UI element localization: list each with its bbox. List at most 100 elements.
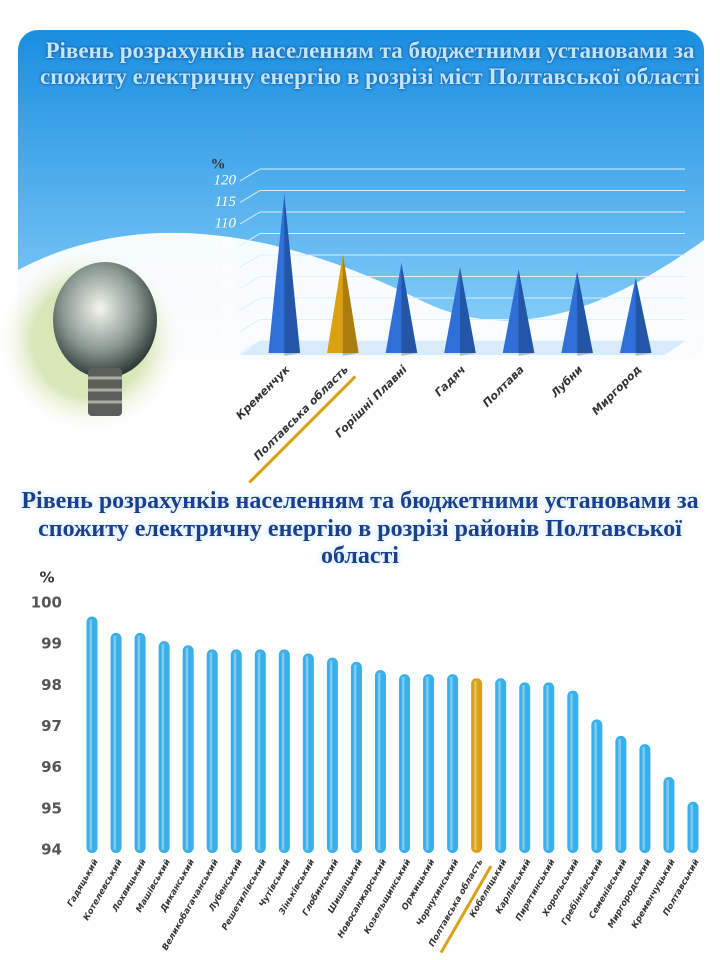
x-tick-label: Полтавська область — [251, 363, 351, 463]
pyramid-shade — [342, 254, 359, 356]
pyramid-shade — [518, 269, 535, 356]
bulb-base — [88, 368, 122, 416]
cylinder-highlight — [377, 672, 381, 850]
cylinder-highlight — [161, 644, 165, 850]
cylinder-highlight — [570, 693, 573, 850]
pyramid-shade — [401, 262, 418, 356]
cylinder-highlight — [690, 804, 693, 850]
x-tick-label: Полтава — [480, 363, 527, 410]
y-tick-label: 98 — [41, 676, 62, 694]
cylinder — [374, 669, 386, 853]
y-tick-label: 100 — [31, 594, 62, 612]
highlight-underline — [439, 865, 493, 954]
grid-line — [239, 319, 261, 332]
y-tick-label: 96 — [41, 758, 62, 776]
cylinder — [471, 678, 483, 853]
x-tick-label: Миргородський — [606, 858, 654, 930]
cylinder — [663, 777, 675, 853]
chart-title: Рівень розрахунків населенням та бюджетн… — [40, 38, 700, 90]
x-tick-label: Кременчук — [233, 363, 292, 422]
cylinder-highlight — [642, 747, 645, 850]
grid-line — [239, 254, 261, 268]
cylinder — [230, 649, 242, 853]
cylinder-highlight — [402, 677, 405, 850]
pyramid — [385, 262, 418, 353]
cylinder — [591, 719, 603, 853]
cylinder-highlight — [546, 685, 549, 850]
cylinder — [302, 653, 314, 853]
cylinder-highlight — [281, 652, 285, 850]
cylinder-highlight — [498, 681, 501, 850]
cylinder — [278, 649, 290, 853]
cylinder — [399, 674, 411, 853]
x-tick-label: Решетилівський — [219, 857, 269, 932]
chart-title: Рівень розрахунків населенням та бюджетн… — [21, 488, 699, 570]
grid-line — [239, 297, 261, 311]
y-tick-label: 100 — [214, 258, 237, 274]
pyramid — [268, 193, 301, 353]
pyramid — [327, 254, 359, 353]
cylinder — [639, 744, 651, 853]
x-tick-label: Миргород — [589, 363, 644, 418]
wave — [18, 232, 704, 360]
y-tick-label: 99 — [41, 635, 62, 653]
y-tick-label: 90 — [221, 301, 237, 317]
cylinder-highlight — [426, 677, 429, 850]
cylinder — [254, 649, 266, 853]
cylinder — [182, 645, 194, 853]
y-axis-label: % — [211, 156, 226, 172]
grid-line — [239, 190, 261, 203]
cylinder-highlight — [305, 656, 309, 850]
grid-line — [239, 276, 261, 289]
y-axis-label: % — [39, 569, 54, 587]
y-tick-label: 120 — [214, 172, 237, 188]
cylinder — [495, 678, 507, 853]
cylinder — [519, 682, 531, 853]
grid-line — [239, 211, 261, 225]
cylinder — [86, 616, 98, 853]
cylinder-highlight — [137, 635, 141, 850]
cylinder — [158, 641, 170, 853]
pyramid — [619, 277, 652, 353]
y-tick-label: 95 — [221, 280, 237, 296]
pyramid — [561, 271, 593, 353]
x-tick-label: Гадяч — [432, 363, 468, 399]
cylinder — [350, 661, 362, 853]
cylinder-highlight — [618, 738, 621, 850]
cylinder-highlight — [89, 619, 93, 850]
grid-line — [239, 340, 261, 354]
x-tick-label: Лубни — [548, 363, 586, 401]
cylinder — [615, 735, 627, 853]
pyramid-shade — [460, 267, 476, 356]
cylinder — [567, 690, 579, 853]
grid-line — [239, 233, 261, 246]
cylinder-highlight — [329, 660, 333, 850]
y-tick-label: 95 — [41, 799, 62, 817]
x-tick-label: Кременчуцький — [630, 858, 678, 931]
cylinder — [206, 649, 218, 853]
y-tick-label: 110 — [215, 215, 237, 231]
y-tick-label: 105 — [214, 237, 237, 253]
cylinder-highlight — [666, 780, 669, 850]
y-tick-label: 115 — [215, 194, 237, 210]
cylinder-highlight — [113, 635, 117, 850]
bulb-thread — [88, 376, 122, 404]
pyramid — [444, 267, 476, 353]
y-tick-label: 80 — [221, 344, 237, 360]
district-chart: %949596979899100ГадяцькийКотелевськийЛох… — [31, 569, 702, 954]
cylinder — [687, 801, 699, 853]
cylinder-highlight — [209, 652, 213, 850]
cylinder-highlight — [233, 652, 237, 850]
pyramid-shade — [577, 271, 593, 356]
y-tick-label: 97 — [41, 717, 62, 735]
cylinder-highlight — [474, 681, 477, 850]
highlight-underline — [248, 375, 357, 484]
cylinder-highlight — [450, 677, 453, 850]
cylinder — [447, 674, 459, 853]
pyramid-shade — [284, 193, 301, 356]
cylinder-highlight — [185, 648, 189, 850]
cylinder-highlight — [353, 664, 357, 850]
y-tick-label: 94 — [41, 841, 62, 859]
